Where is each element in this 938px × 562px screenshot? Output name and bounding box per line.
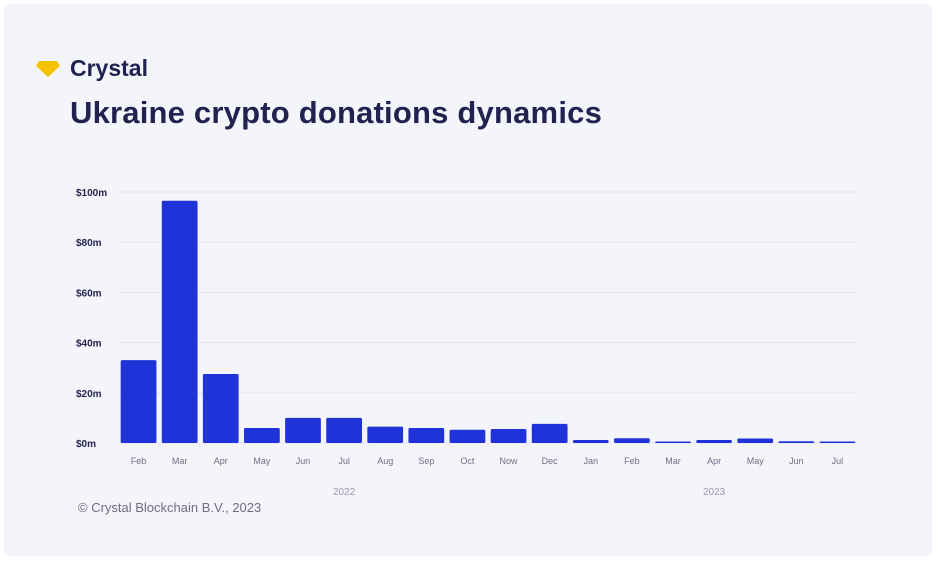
chart-title: Ukraine crypto donations dynamics bbox=[70, 95, 603, 130]
bar-1[interactable] bbox=[120, 360, 157, 443]
x-tick-label: Apr bbox=[707, 456, 721, 466]
y-axis-ticks: $0m $20m $40m $60m $80m $100m bbox=[76, 188, 107, 450]
x-tick-label: Aug bbox=[377, 456, 393, 466]
bar-9[interactable] bbox=[449, 429, 486, 443]
bar-13[interactable] bbox=[614, 438, 650, 443]
y-tick-label: $100m bbox=[76, 188, 107, 199]
bar-3[interactable] bbox=[202, 373, 239, 443]
bar-17[interactable] bbox=[778, 441, 815, 443]
brand: Crystal bbox=[36, 55, 148, 82]
bar-5[interactable] bbox=[285, 417, 321, 443]
x-tick-label: Jan bbox=[584, 456, 599, 466]
x-tick-label: May bbox=[253, 456, 271, 466]
x-tick-label: Dec bbox=[542, 456, 559, 466]
x-tick-label: Mar bbox=[172, 456, 188, 466]
x-tick-label: Apr bbox=[214, 456, 228, 466]
chart-card bbox=[4, 4, 932, 556]
x-tick-label: Jul bbox=[338, 456, 350, 466]
bar-7[interactable] bbox=[367, 426, 404, 443]
x-tick-label: Mar bbox=[665, 456, 681, 466]
diamond-icon bbox=[36, 60, 60, 77]
grid-lines bbox=[118, 191, 858, 444]
year-labels: 2022 2023 bbox=[333, 487, 726, 498]
bar-12[interactable] bbox=[572, 439, 609, 443]
bar-18[interactable] bbox=[819, 441, 856, 444]
bar-6[interactable] bbox=[326, 417, 362, 443]
bar-11[interactable] bbox=[531, 423, 568, 443]
year-label: 2023 bbox=[703, 487, 726, 498]
x-tick-label: Feb bbox=[624, 456, 640, 466]
x-tick-label: Sep bbox=[418, 456, 434, 466]
y-tick-label: $60m bbox=[76, 288, 102, 299]
x-tick-label: Feb bbox=[131, 456, 147, 466]
x-tick-label: Jul bbox=[832, 456, 844, 466]
x-tick-label: Oct bbox=[460, 456, 475, 466]
bar-16[interactable] bbox=[737, 438, 774, 443]
y-tick-label: $20m bbox=[76, 389, 102, 400]
bar-14[interactable] bbox=[655, 441, 691, 443]
x-tick-label: Jun bbox=[296, 456, 311, 466]
bar-8[interactable] bbox=[408, 427, 445, 443]
x-tick-label: Jun bbox=[789, 456, 804, 466]
copyright-footer: © Crystal Blockchain B.V., 2023 bbox=[78, 500, 262, 515]
year-label: 2022 bbox=[333, 487, 356, 498]
y-tick-label: $0m bbox=[76, 439, 96, 450]
brand-name: Crystal bbox=[70, 55, 148, 81]
y-tick-label: $40m bbox=[76, 339, 102, 350]
x-tick-label: Now bbox=[500, 456, 519, 466]
x-tick-label: May bbox=[747, 456, 765, 466]
bar-15[interactable] bbox=[696, 439, 732, 443]
bar-4[interactable] bbox=[244, 427, 280, 443]
bar-2[interactable] bbox=[161, 200, 198, 443]
x-axis-ticks: Feb Mar Apr May Jun Jul Aug Sep Oct Now Dec Jan Feb M… bbox=[131, 456, 843, 466]
bar-10[interactable] bbox=[490, 428, 527, 443]
y-tick-label: $80m bbox=[76, 238, 102, 249]
bars bbox=[120, 200, 856, 444]
